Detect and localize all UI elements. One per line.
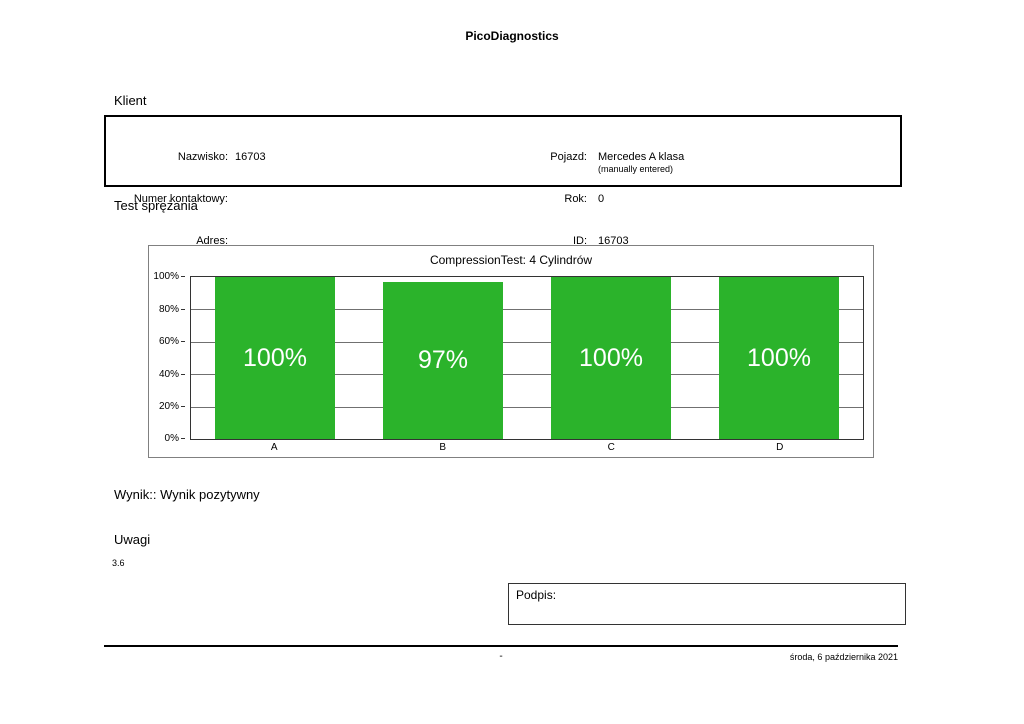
- report-title: PicoDiagnostics: [465, 29, 559, 43]
- field-label-numer-kontaktowy: Numer kontaktowy:: [133, 193, 228, 205]
- bar-value-label: 100%: [747, 343, 811, 372]
- field-value-numer-kontaktowy: [235, 192, 455, 206]
- client-labels-right: Pojazd: Rok: ID:: [477, 122, 587, 276]
- bar-series: 100% 97% 100% 100%: [191, 277, 863, 439]
- field-label-rok: Rok:: [564, 193, 587, 205]
- bar-cylinder-d: 100%: [719, 277, 839, 439]
- client-values-right: Mercedes A klasa 0 16703: [598, 122, 858, 276]
- field-label-pojazd: Pojazd:: [550, 151, 587, 163]
- client-values-left: 16703: [235, 122, 455, 276]
- y-tick-label: 60%: [158, 336, 186, 347]
- bar-cylinder-a: 100%: [215, 277, 335, 439]
- manually-entered-note: (manually entered): [598, 164, 674, 174]
- footer-divider: [104, 645, 898, 647]
- gridline: [191, 341, 863, 343]
- chart-plot-area: 100% 97% 100% 100%: [190, 276, 864, 440]
- footer-page-marker: -: [499, 651, 503, 662]
- x-category-label: B: [439, 442, 447, 453]
- compression-chart-panel: CompressionTest: 4 Cylindrów 100% 80% 60…: [148, 245, 874, 458]
- field-label-nazwisko: Nazwisko:: [177, 151, 228, 163]
- signature-label: Podpis:: [516, 588, 557, 602]
- field-value-id: 16703: [598, 235, 629, 247]
- field-value-rok: 0: [598, 193, 605, 205]
- bar-cell-b: 97%: [359, 277, 527, 439]
- client-labels-left: Nazwisko: Numer kontaktowy: Adres:: [106, 122, 228, 276]
- bar-cell-c: 100%: [527, 277, 695, 439]
- bar-value-label: 97%: [417, 345, 469, 374]
- client-section-heading: Klient: [114, 93, 147, 108]
- y-tick-label: 40%: [158, 369, 186, 380]
- chart-x-axis: A B C D: [190, 442, 864, 453]
- x-category-label: A: [270, 442, 278, 453]
- bar-cell-a: 100%: [191, 277, 359, 439]
- field-label-adres: Adres:: [196, 235, 228, 247]
- bar-cylinder-c: 100%: [551, 277, 671, 439]
- result-text: Wynik:: Wynik pozytywny: [114, 487, 260, 502]
- remarks-heading: Uwagi: [114, 532, 151, 547]
- chart-y-axis: 100% 80% 60% 40% 20% 0%: [149, 271, 186, 444]
- y-tick-label: 100%: [153, 271, 185, 282]
- y-tick-label: 0%: [164, 433, 186, 444]
- test-section-heading: Test sprężania: [114, 198, 198, 213]
- gridline: [191, 309, 863, 311]
- bar-cell-d: 100%: [695, 277, 863, 439]
- signature-box: Podpis:: [508, 583, 906, 625]
- x-category-label: C: [607, 442, 615, 453]
- y-tick-label: 80%: [158, 304, 186, 315]
- bar-value-label: 100%: [243, 343, 307, 372]
- client-info-box: Nazwisko: Numer kontaktowy: Adres: 16703…: [104, 115, 902, 247]
- remarks-value: 3.6: [112, 558, 125, 568]
- gridline: [191, 406, 863, 408]
- gridline: [191, 374, 863, 376]
- footer-date: środa, 6 października 2021: [789, 652, 898, 662]
- field-value-nazwisko: 16703: [235, 151, 266, 163]
- field-value-pojazd: Mercedes A klasa: [598, 151, 685, 163]
- bar-cylinder-b: 97%: [383, 281, 503, 439]
- chart-title: CompressionTest: 4 Cylindrów: [429, 253, 593, 267]
- bar-value-label: 100%: [579, 343, 643, 372]
- field-label-id: ID:: [572, 235, 587, 247]
- x-category-label: D: [776, 442, 784, 453]
- y-tick-label: 20%: [158, 401, 186, 412]
